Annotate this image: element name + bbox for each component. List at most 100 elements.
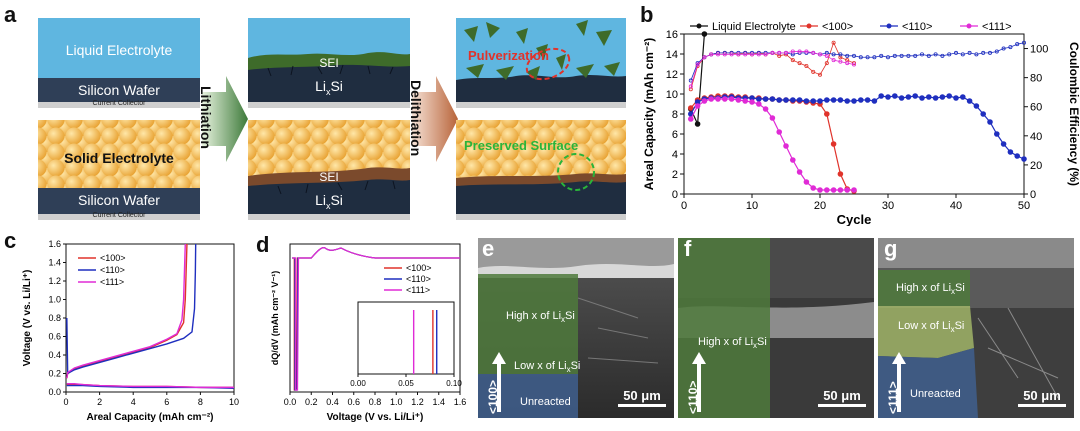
chart-b-point-110 bbox=[966, 98, 973, 104]
chart-c-xtick-label: 8 bbox=[198, 397, 203, 407]
chart-b-ytick-label: 0 bbox=[672, 189, 678, 201]
chart-b-point-110 bbox=[837, 97, 844, 103]
chart-b-legend-label: <100> bbox=[822, 21, 853, 33]
chart-d-inset-xtick-label: 0.00 bbox=[350, 379, 366, 388]
chart-b-point-111-ce bbox=[831, 58, 836, 63]
panel-g-label: g bbox=[884, 238, 898, 261]
chart-b-legend-marker bbox=[886, 23, 892, 29]
sem-f-orientation: <110> bbox=[686, 380, 700, 414]
chart-b-series-110-ce bbox=[690, 42, 1025, 81]
sem-f-orientation-arrow bbox=[692, 352, 706, 412]
chart-b-point-110-ce bbox=[926, 53, 931, 58]
chart-b-point-110-ce bbox=[831, 52, 836, 57]
chart-c-ytick-label: 1.2 bbox=[48, 276, 61, 286]
chart-b-point-110-ce bbox=[892, 53, 897, 58]
silicon-wafer-layer: Silicon Wafer bbox=[38, 78, 200, 102]
chart-d-legend-label: <110> bbox=[406, 274, 431, 284]
sem-e-orientation-arrow bbox=[492, 352, 506, 412]
chart-b-point-111-ce bbox=[702, 55, 707, 60]
chart-b-point-111 bbox=[837, 187, 844, 193]
chart-b-point-111 bbox=[810, 185, 817, 191]
chart-b-point-110-ce bbox=[960, 52, 965, 57]
chart-b-xtick-label: 20 bbox=[814, 200, 826, 212]
chart-b-point-100 bbox=[837, 171, 844, 177]
chart-b-point-100-ce bbox=[851, 61, 856, 66]
chart-b-point-100 bbox=[824, 111, 830, 117]
sei-label-2: SEI bbox=[319, 170, 339, 184]
chart-b-legend-marker bbox=[696, 23, 702, 29]
chart-b-point-110 bbox=[946, 93, 953, 99]
solid-electrolyte-label: Solid Electrolyte bbox=[64, 150, 174, 166]
chart-b-point-111-ce bbox=[824, 53, 829, 58]
chart-b-series-100 bbox=[690, 95, 855, 192]
liquid-cell-pristine: Liquid Electrolyte Silicon Wafer Current… bbox=[38, 18, 200, 108]
chart-b-point-110 bbox=[905, 94, 912, 100]
chart-b-y2tick-label: 60 bbox=[1030, 102, 1042, 114]
chart-b-point-111 bbox=[769, 115, 776, 121]
chart-d-xtick-label: 1.6 bbox=[454, 397, 467, 407]
chart-c-legend-label: <110> bbox=[100, 265, 125, 275]
chart-b-point-111-ce bbox=[688, 84, 693, 89]
chart-b-point-111 bbox=[824, 187, 830, 193]
chart-b-point-110-ce bbox=[1001, 46, 1006, 51]
chart-b-point-110 bbox=[973, 103, 980, 109]
chart-b-point-110 bbox=[858, 97, 864, 103]
chart-d-xtick-label: 0.8 bbox=[369, 397, 382, 407]
chart-b-point-111-ce bbox=[817, 52, 822, 57]
chart-b-point-110-ce bbox=[1008, 45, 1013, 50]
current-collector-label-2: Current Collector bbox=[92, 212, 146, 219]
sem-g-orientation-arrow bbox=[892, 352, 906, 412]
chart-b-ytick-label: 6 bbox=[672, 129, 678, 141]
chart-b-point-110-ce bbox=[919, 52, 924, 57]
chart-d-ylabel: dQ/dV (mAh cm⁻² V⁻¹) bbox=[270, 271, 280, 366]
liquid-electrolyte-layer: Liquid Electrolyte bbox=[38, 18, 200, 78]
chart-b-point-111 bbox=[728, 96, 735, 102]
chart-b-point-110-ce bbox=[940, 53, 945, 58]
chart-b-ytick-label: 10 bbox=[666, 89, 678, 101]
sem-e-low-label: Low x of LixSi bbox=[514, 360, 581, 375]
chart-b-point-110 bbox=[953, 95, 959, 101]
sem-e-unreacted-label: Unreacted bbox=[520, 396, 571, 408]
chart-b-point-111 bbox=[783, 143, 789, 149]
chart-b-point-110 bbox=[851, 98, 857, 104]
chart-b-series-111-ce bbox=[690, 51, 855, 87]
chart-b-point-110 bbox=[796, 97, 803, 103]
chart-c: 0 2 4 6 8 10 0.0 0.2 0.4 0.6 0.8 1.0 1.2 1.4 1.6 Areal … bbox=[22, 239, 239, 423]
chart-c-xlabel: Areal Capacity (mAh cm⁻²) bbox=[87, 412, 214, 423]
chart-b-legend-label: <110> bbox=[902, 21, 932, 33]
chart-b-point-110-ce bbox=[1015, 42, 1020, 47]
panel-f-label: f bbox=[684, 238, 692, 261]
chart-c-ytick-label: 0.2 bbox=[48, 369, 61, 379]
chart-d-inset-xtick-label: 0.05 bbox=[398, 379, 414, 388]
chart-b-point-111-ce bbox=[722, 52, 727, 57]
chart-c-ytick-label: 1.6 bbox=[48, 239, 61, 249]
chart-b-point-111-ce bbox=[777, 50, 782, 55]
chart-b-point-111-ce bbox=[783, 50, 788, 55]
chart-b-point-110-ce bbox=[845, 53, 850, 58]
chart-b-point-110 bbox=[959, 94, 966, 100]
chart-c-legend-label: <100> bbox=[100, 253, 126, 263]
chart-c-ytick-label: 0.4 bbox=[48, 350, 61, 360]
chart-b-point-111-ce bbox=[811, 50, 816, 55]
chart-d-inset-frame bbox=[357, 301, 455, 375]
chart-c-ytick-label: 1.0 bbox=[48, 295, 61, 305]
chart-b-point-111-ce bbox=[736, 52, 741, 57]
chart-b-point-100-ce bbox=[804, 64, 809, 69]
chart-b-y2tick-label: 0 bbox=[1030, 189, 1036, 201]
chart-d-legend-label: <111> bbox=[406, 285, 430, 295]
chart-c-ytick-label: 0.6 bbox=[48, 332, 61, 342]
chart-b-point-110 bbox=[925, 94, 932, 100]
chart-b-point-110-ce bbox=[1021, 40, 1026, 45]
chart-b-point-111-ce bbox=[709, 52, 714, 57]
chart-b-point-110-ce bbox=[872, 55, 877, 60]
chart-c-series-110 bbox=[66, 243, 197, 375]
liquid-cell-lithiated: SEI LixSi bbox=[248, 18, 410, 108]
chart-d-xtick-label: 0.2 bbox=[305, 397, 318, 407]
chart-b-point-111-ce bbox=[763, 52, 768, 57]
chart-b-point-110 bbox=[878, 93, 885, 99]
chart-b-point-111 bbox=[722, 96, 728, 102]
chart-b-point-110 bbox=[817, 98, 823, 104]
chart-b-point-111-ce bbox=[756, 52, 761, 57]
chart-b-point-111-ce bbox=[695, 62, 700, 67]
chart-b-y2tick-label: 20 bbox=[1030, 160, 1042, 172]
